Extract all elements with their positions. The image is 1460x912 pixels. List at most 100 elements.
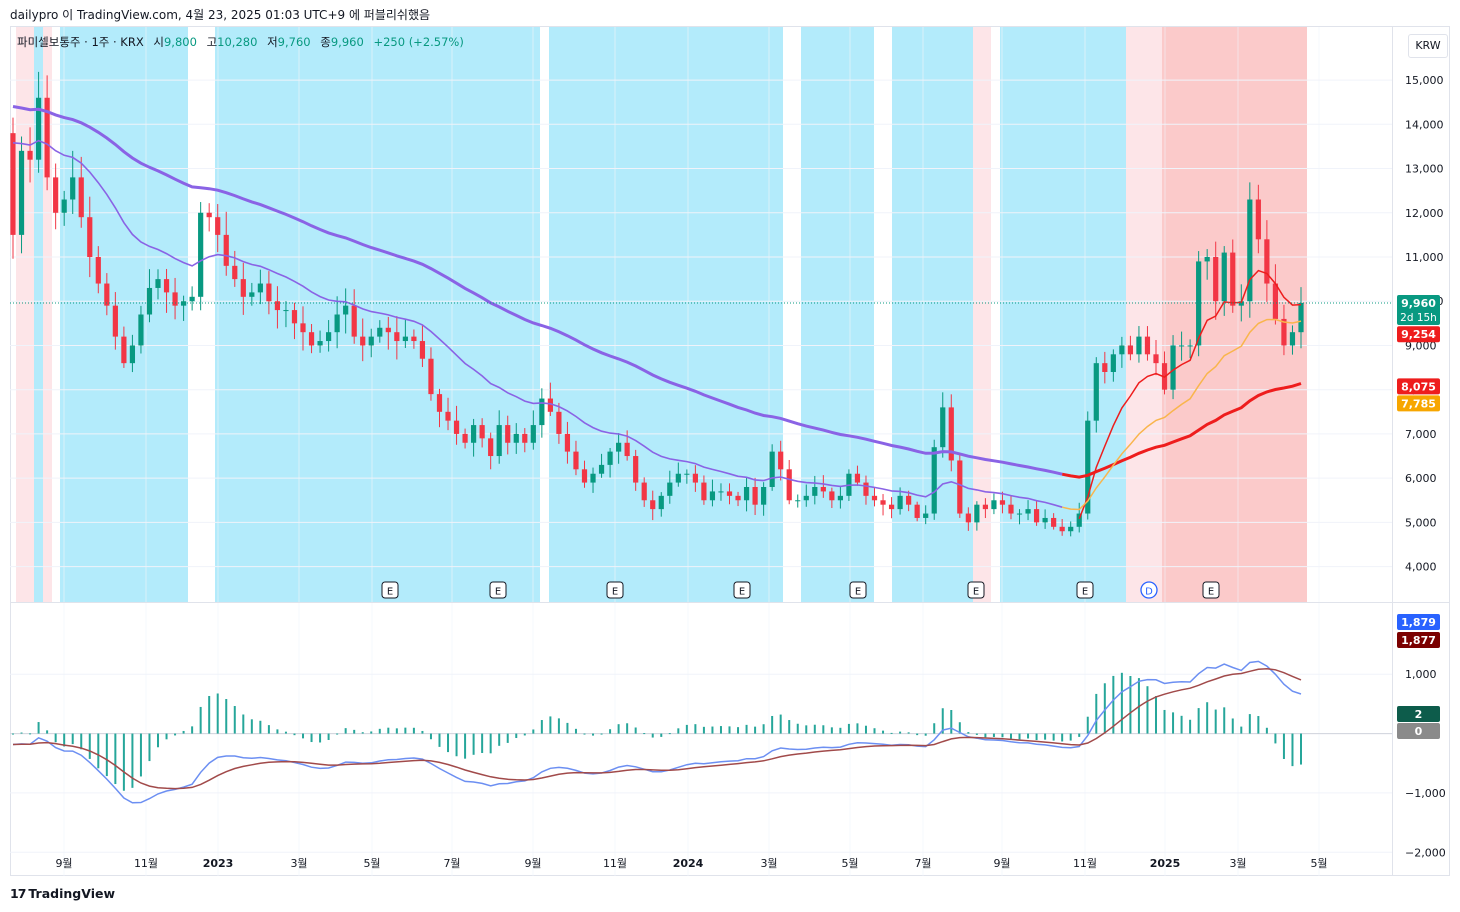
candle-34 <box>300 306 306 351</box>
candle-81 <box>701 475 707 505</box>
symbol-name[interactable]: 파미셀보통주 · 1주 · KRX <box>17 35 144 49</box>
histogram-bar <box>540 720 543 734</box>
candle-body <box>1281 318 1287 346</box>
price-label-2: 8,075 <box>1397 378 1440 395</box>
candle-115 <box>991 493 997 515</box>
candle-20 <box>180 295 187 321</box>
tradingview-logo[interactable]: 𝟭𝟳 TradingView <box>10 886 115 901</box>
candle-145 <box>1247 182 1253 318</box>
earnings-icon <box>489 581 507 599</box>
candle-body <box>274 301 281 311</box>
candle-14 <box>129 334 136 373</box>
histogram-bar <box>506 733 509 743</box>
candle-body <box>598 464 605 474</box>
candle-body <box>78 177 84 218</box>
change-value: +250 (+2.57%) <box>373 35 464 49</box>
candle-body <box>880 500 886 505</box>
candle-44 <box>385 316 391 350</box>
event-marker-2[interactable]: E <box>606 581 624 599</box>
currency-button[interactable]: KRW <box>1408 34 1448 58</box>
histogram-bar <box>626 723 629 734</box>
histogram-bar <box>242 714 245 734</box>
candle-5 <box>53 163 59 230</box>
histogram-bar <box>71 733 74 745</box>
candle-body <box>291 310 298 324</box>
price-tick-label: 6,000 <box>1405 472 1437 485</box>
candle-body <box>675 473 681 483</box>
histogram-bar <box>1291 733 1294 767</box>
histogram-bar <box>37 722 40 734</box>
candle-67 <box>581 460 588 488</box>
event-marker-5[interactable]: E <box>967 581 985 599</box>
candle-62 <box>539 388 545 438</box>
histogram-bar <box>233 706 236 734</box>
candle-body <box>1204 257 1210 262</box>
candle-100 <box>863 475 869 505</box>
candle-body <box>1213 257 1219 302</box>
candle-71 <box>616 433 622 464</box>
close-value: 9,960 <box>330 35 364 49</box>
candle-40 <box>351 289 357 344</box>
earnings-icon <box>849 581 867 599</box>
price-tick-label: 15,000 <box>1405 74 1444 87</box>
event-marker-label: D <box>1145 587 1153 598</box>
event-marker-8[interactable]: E <box>1202 581 1220 599</box>
candle-89 <box>769 444 775 491</box>
event-marker-7[interactable]: D <box>1140 581 1158 599</box>
price-tick-label: 14,000 <box>1405 118 1444 131</box>
event-marker-1[interactable]: E <box>489 581 507 599</box>
event-marker-3[interactable]: E <box>733 581 751 599</box>
macd-tick-label: −2,000 <box>1405 846 1446 859</box>
candle-85 <box>735 491 741 507</box>
candle-body <box>1085 420 1091 514</box>
candle-body <box>471 425 477 443</box>
candle-116 <box>999 491 1006 514</box>
histogram-bar <box>916 733 919 736</box>
event-marker-6[interactable]: E <box>1076 581 1094 599</box>
candle-124 <box>1068 521 1074 537</box>
x-tick-label: 7월 <box>914 857 931 870</box>
histogram-bar <box>907 732 910 734</box>
histogram-bar <box>1146 686 1149 734</box>
histogram-bar <box>302 733 305 739</box>
event-marker-label: E <box>612 587 618 598</box>
histogram-bar <box>762 724 765 734</box>
candle-59 <box>513 423 519 454</box>
price-tick-label: 5,000 <box>1405 516 1437 529</box>
histogram-bar <box>404 727 407 734</box>
candle-63 <box>547 382 553 416</box>
histogram-bar <box>737 727 740 734</box>
histogram-bar <box>1189 719 1192 734</box>
candle-body <box>607 451 613 465</box>
histogram-bar <box>1206 702 1209 734</box>
histogram-bar <box>967 732 970 734</box>
candle-body <box>453 420 460 434</box>
event-marker-0[interactable]: E <box>381 581 399 599</box>
zone-5 <box>549 27 783 602</box>
candle-body <box>513 433 519 443</box>
histogram-bar <box>805 725 808 734</box>
candle-41 <box>360 318 366 362</box>
candle-body <box>1136 336 1142 355</box>
candle-body <box>837 495 843 501</box>
ma-mid-orange <box>1062 318 1302 511</box>
open-value: 9,800 <box>163 35 197 49</box>
candle-74 <box>641 477 647 507</box>
histogram-bar <box>1001 733 1004 738</box>
candle-body <box>112 305 118 337</box>
event-marker-4[interactable]: E <box>849 581 867 599</box>
candle-9 <box>87 196 93 278</box>
price-label-countdown: 2d 15h <box>1400 312 1437 324</box>
x-tick-label: 11월 <box>603 857 627 870</box>
histogram-bar <box>1061 733 1064 742</box>
candle-23 <box>206 203 212 232</box>
histogram-bar <box>429 733 432 740</box>
candle-body <box>163 279 170 293</box>
zone-2 <box>43 27 52 602</box>
histogram-bar <box>344 728 347 734</box>
histogram-bar <box>387 727 390 734</box>
histogram-bar <box>208 695 211 734</box>
histogram-bar <box>830 727 833 734</box>
candle-body <box>419 341 426 359</box>
